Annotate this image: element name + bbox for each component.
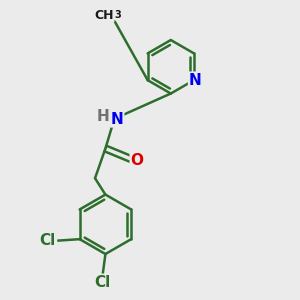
Text: H: H — [97, 109, 110, 124]
Text: 3: 3 — [115, 11, 121, 20]
Text: N: N — [189, 73, 202, 88]
Text: O: O — [131, 153, 144, 168]
Text: Cl: Cl — [94, 275, 111, 290]
Text: CH: CH — [94, 9, 114, 22]
Text: Cl: Cl — [40, 233, 56, 248]
Text: N: N — [111, 112, 124, 127]
